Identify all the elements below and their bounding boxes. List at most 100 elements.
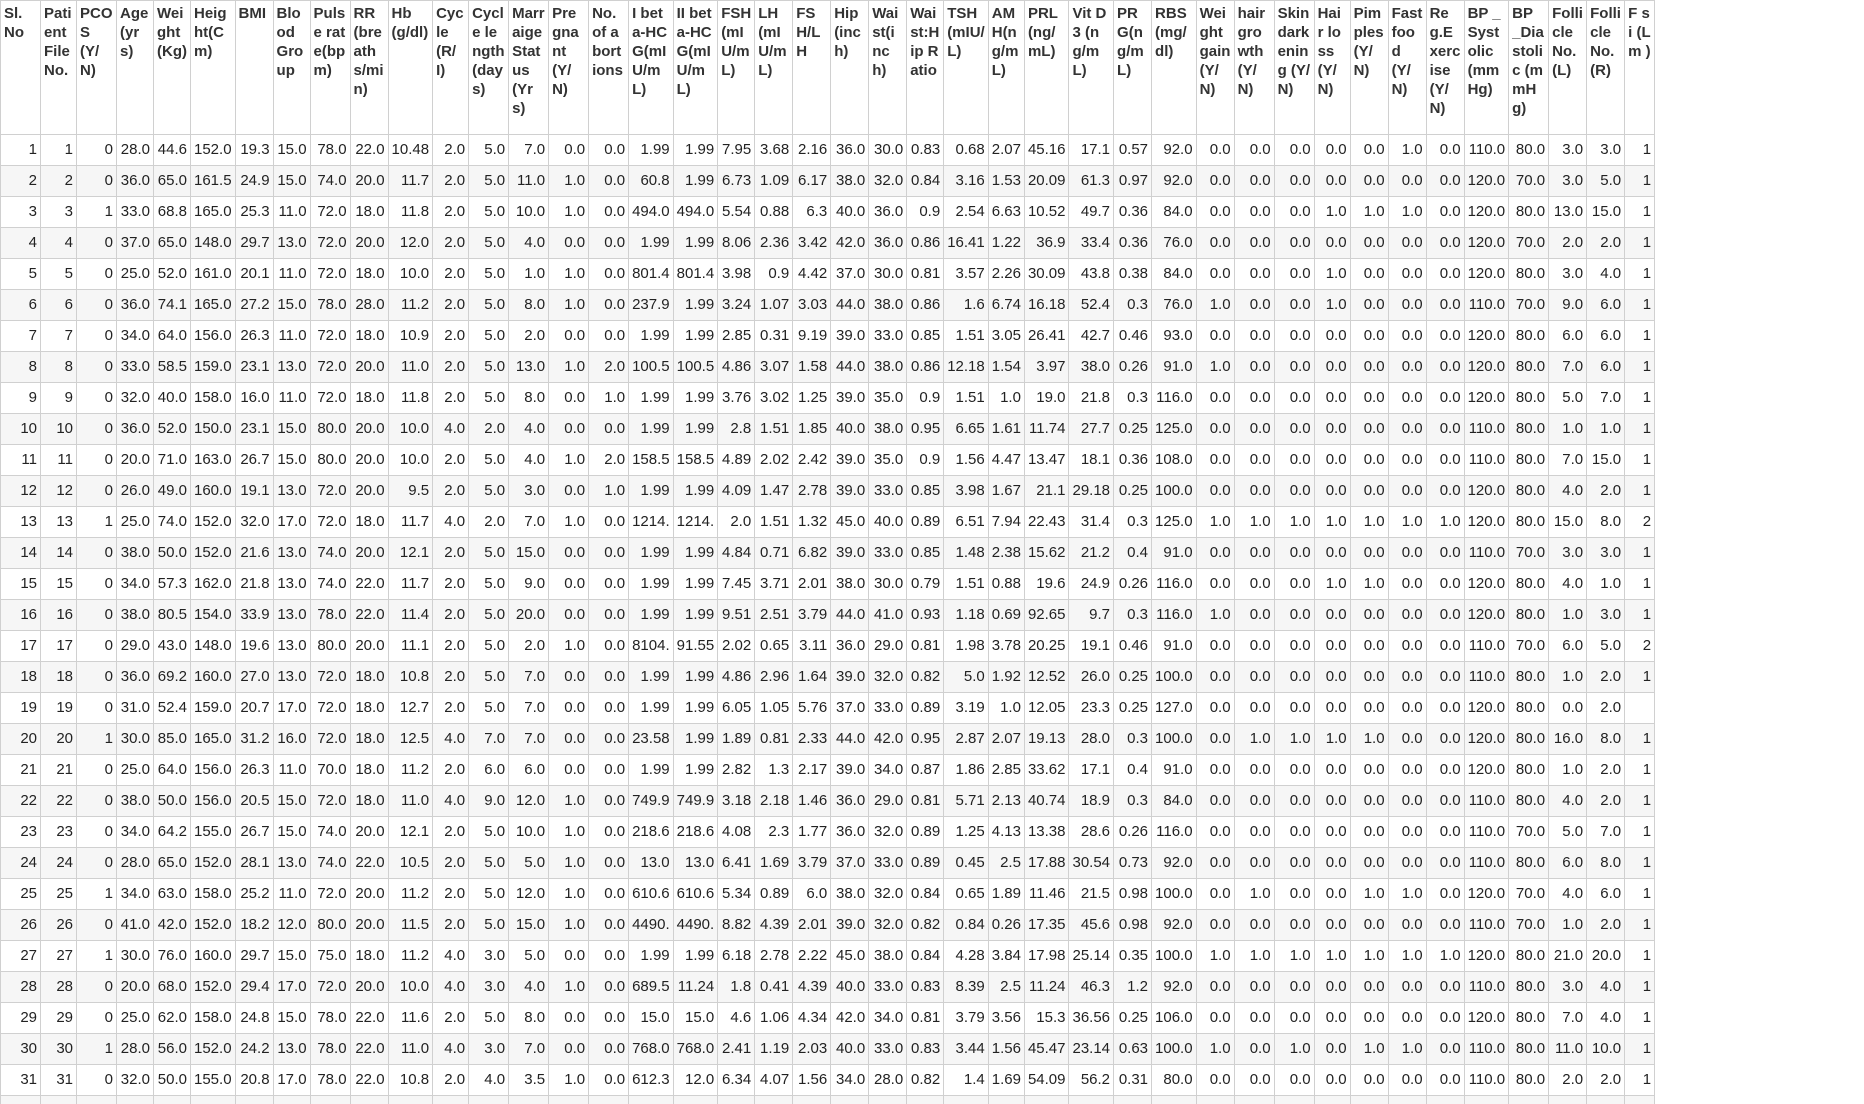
table-row[interactable]: 2 2 0 36.0 65.0 161.5 24.9 15.0 74.0 20.0 11.7 2.0 5… [0,165,1656,197]
table-row[interactable]: 9 9 0 32.0 40.0 158.0 16.0 11.0 72.0 18.0 11.8 2.0 5… [0,382,1656,414]
column-header[interactable]: Blood Group [272,0,311,135]
table-cell: 33.4 [1068,227,1115,259]
table-cell: 5.0 [468,909,510,941]
column-header[interactable]: BP _Systolic (mmHg) [1463,0,1510,135]
table-cell: 38.0 [830,165,870,197]
table-row[interactable]: 23 23 0 34.0 64.2 155.0 26.7 15.0 74.0 20.0 12.1 2.… [0,816,1656,848]
table-row[interactable]: 19 19 0 31.0 52.4 159.0 20.7 17.0 72.0 18.0 12.7 2.… [0,692,1656,724]
column-header[interactable]: Patient File No. [40,0,77,135]
table-row[interactable]: 29 29 0 25.0 62.0 158.0 24.8 15.0 78.0 22.0 11.6 2.… [0,1002,1656,1034]
table-cell: 768.0 [628,1033,674,1065]
column-header[interactable]: FSH/LH [792,0,832,135]
table-cell: 37.0 [830,847,870,879]
table-row[interactable]: 7 7 0 34.0 64.0 156.0 26.3 11.0 72.0 18.0 10.9 2.0 5… [0,320,1656,352]
table-row[interactable]: 27 27 1 30.0 76.0 160.0 29.7 15.0 75.0 18.0 11.2 4.… [0,940,1656,972]
column-header[interactable]: II beta-HCG(mIU/mL) [672,0,719,135]
column-header[interactable]: Marraige Status (Yrs) [508,0,550,135]
column-header[interactable]: Waist:Hip Ratio [906,0,945,135]
column-header[interactable]: No. of abortions [588,0,630,135]
table-row[interactable]: 15 15 0 34.0 57.3 162.0 21.8 13.0 74.0 22.0 11.7 2.… [0,568,1656,600]
column-header[interactable]: AMH(ng/mL) [987,0,1025,135]
table-row[interactable]: 20 20 1 30.0 85.0 165.0 31.2 16.0 72.0 18.0 12.5 4.… [0,723,1656,755]
table-row[interactable]: 3 3 1 33.0 68.8 165.0 25.3 11.0 72.0 18.0 11.8 2.0 5… [0,196,1656,228]
column-header[interactable]: LH(mIU/mL) [754,0,794,135]
table-row[interactable]: 3232134.057.0150.025.311.072.022.012.02.… [0,1095,1656,1104]
column-header[interactable]: Height(Cm) [190,0,236,135]
column-header[interactable]: Follicle No. (L) [1548,0,1588,135]
table-cell: 749.9 [672,785,719,817]
column-header[interactable]: Weight gain(Y/N) [1195,0,1235,135]
table-cell: 0.0 [1233,692,1275,724]
column-header[interactable]: Fast food (Y/N) [1387,0,1427,135]
column-header[interactable]: F si (L m ) [1624,0,1656,135]
table-row[interactable]: 12 12 0 26.0 49.0 160.0 19.1 13.0 72.0 20.0 9.5 2.0… [0,475,1656,507]
column-header[interactable]: Pulse rate(bpm) [309,0,351,135]
column-header[interactable]: Hair loss(Y/N) [1313,0,1351,135]
table-cell: 1.99 [628,134,674,166]
column-header[interactable]: Vit D3 (ng/mL) [1068,0,1115,135]
table-row[interactable]: 30 30 1 28.0 56.0 152.0 24.2 13.0 78.0 22.0 11.0 4.… [0,1033,1656,1065]
column-header[interactable]: PCOS (Y/N) [76,0,117,135]
table-cell: 0.0 [548,723,590,755]
table-row[interactable]: 16 16 0 38.0 80.5 154.0 33.9 13.0 78.0 22.0 11.4 2.… [0,599,1656,631]
table-cell: 4.0 [432,723,470,755]
table-cell: 20.0 [349,909,389,941]
column-header[interactable]: I beta-HCG(mIU/mL) [628,0,674,135]
table-row[interactable]: 13 13 1 25.0 74.0 152.0 32.0 17.0 72.0 18.0 11.7 4.… [0,506,1656,538]
table-row[interactable]: 6 6 0 36.0 74.1 165.0 27.2 15.0 78.0 28.0 11.2 2.0 5… [0,289,1656,321]
table-cell: 29.0 [116,630,154,662]
column-header[interactable]: Cycle(R/I) [432,0,470,135]
column-header[interactable]: RBS(mg/dl) [1151,0,1197,135]
table-cell: 0.26 [1113,351,1153,383]
column-header[interactable]: BMI [234,0,274,135]
table-cell: 5.0 [1548,1095,1588,1104]
column-header[interactable]: Skin darkening (Y/N) [1273,0,1315,135]
table-row[interactable]: 25 25 1 34.0 63.0 158.0 25.2 11.0 72.0 20.0 11.2 2.… [0,878,1656,910]
table-cell: 6.0 [1548,847,1588,879]
column-header[interactable]: BP _Diastolic (mmHg) [1508,0,1550,135]
column-header[interactable]: PRG(ng/mL) [1113,0,1153,135]
table-row[interactable]: 5 5 0 25.0 52.0 161.0 20.1 11.0 72.0 18.0 10.0 2.0 5… [0,258,1656,290]
table-row[interactable]: 24 24 0 28.0 65.0 152.0 28.1 13.0 74.0 22.0 10.5 2.… [0,847,1656,879]
table-cell: 0.0 [588,630,630,662]
table-row[interactable]: 4 4 0 37.0 65.0 148.0 29.7 13.0 72.0 20.0 12.0 2.0 5… [0,227,1656,259]
table-row[interactable]: 26 26 0 41.0 42.0 152.0 18.2 12.0 80.0 20.0 11.5 2.… [0,909,1656,941]
column-header[interactable]: Reg.Exercise(Y/N) [1425,0,1465,135]
table-cell: 35.0 [868,444,908,476]
table-row[interactable]: 21 21 0 25.0 64.0 156.0 26.3 11.0 70.0 18.0 11.2 2.… [0,754,1656,786]
column-header[interactable]: Pregnant(Y/N) [548,0,590,135]
table-row[interactable]: 17 17 0 29.0 43.0 148.0 19.6 13.0 80.0 20.0 11.1 2.… [0,630,1656,662]
table-cell: 10.48 [387,134,434,166]
table-row[interactable]: 18 18 0 36.0 69.2 160.0 27.0 13.0 72.0 18.0 10.8 2.… [0,661,1656,693]
table-row[interactable]: 8 8 0 33.0 58.5 159.0 23.1 13.0 72.0 20.0 11.0 2.0 5… [0,351,1656,383]
column-header[interactable]: hair growth(Y/N) [1233,0,1275,135]
table-row[interactable]: 22 22 0 38.0 50.0 156.0 20.5 15.0 72.0 18.0 11.0 4.… [0,785,1656,817]
column-header[interactable]: Hb(g/dl) [387,0,434,135]
table-row[interactable]: 1 1 0 28.0 44.6 152.0 19.3 15.0 78.0 22.0 10.48 2.0… [0,134,1656,166]
table-row[interactable]: 14 14 0 38.0 50.0 152.0 21.6 13.0 74.0 20.0 12.1 2.… [0,537,1656,569]
column-header[interactable]: Pimples(Y/N) [1349,0,1389,135]
table-cell: 2.42 [792,444,832,476]
table-cell: 1 [1624,227,1656,259]
column-header[interactable]: PRL(ng/mL) [1023,0,1070,135]
table-row[interactable]: 31 31 0 32.0 50.0 155.0 20.8 17.0 78.0 22.0 10.8 2.… [0,1064,1656,1096]
table-cell: 1.0 [1349,568,1389,600]
table-cell: 0.0 [588,785,630,817]
column-header[interactable]: Weight (Kg) [153,0,191,135]
column-header[interactable]: TSH (mIU/L) [943,0,989,135]
table-row[interactable]: 11 11 0 20.0 71.0 163.0 26.7 15.0 80.0 20.0 10.0 2.… [0,444,1656,476]
column-header[interactable]: Sl. No [0,0,41,135]
table-cell: 0.0 [588,568,630,600]
table-cell: 0.0 [1195,754,1235,786]
column-header[interactable]: Follicle No. (R) [1586,0,1626,135]
column-header[interactable]: Waist(inch) [868,0,908,135]
column-header[interactable]: FSH(mIU/mL) [717,0,756,135]
column-header[interactable]: Age (yrs) [116,0,154,135]
table-row[interactable]: 28 28 0 20.0 68.0 152.0 29.4 17.0 72.0 20.0 10.0 4.… [0,971,1656,1003]
table-cell: 40.0 [868,506,908,538]
column-header[interactable]: Cycle length(days) [468,0,510,135]
column-header[interactable]: RR (breaths/min) [349,0,389,135]
column-header[interactable]: Hip(inch) [830,0,870,135]
table-cell: 0.89 [906,847,945,879]
table-row[interactable]: 10 10 0 36.0 52.0 150.0 23.1 15.0 80.0 20.0 10.0 4.… [0,413,1656,445]
